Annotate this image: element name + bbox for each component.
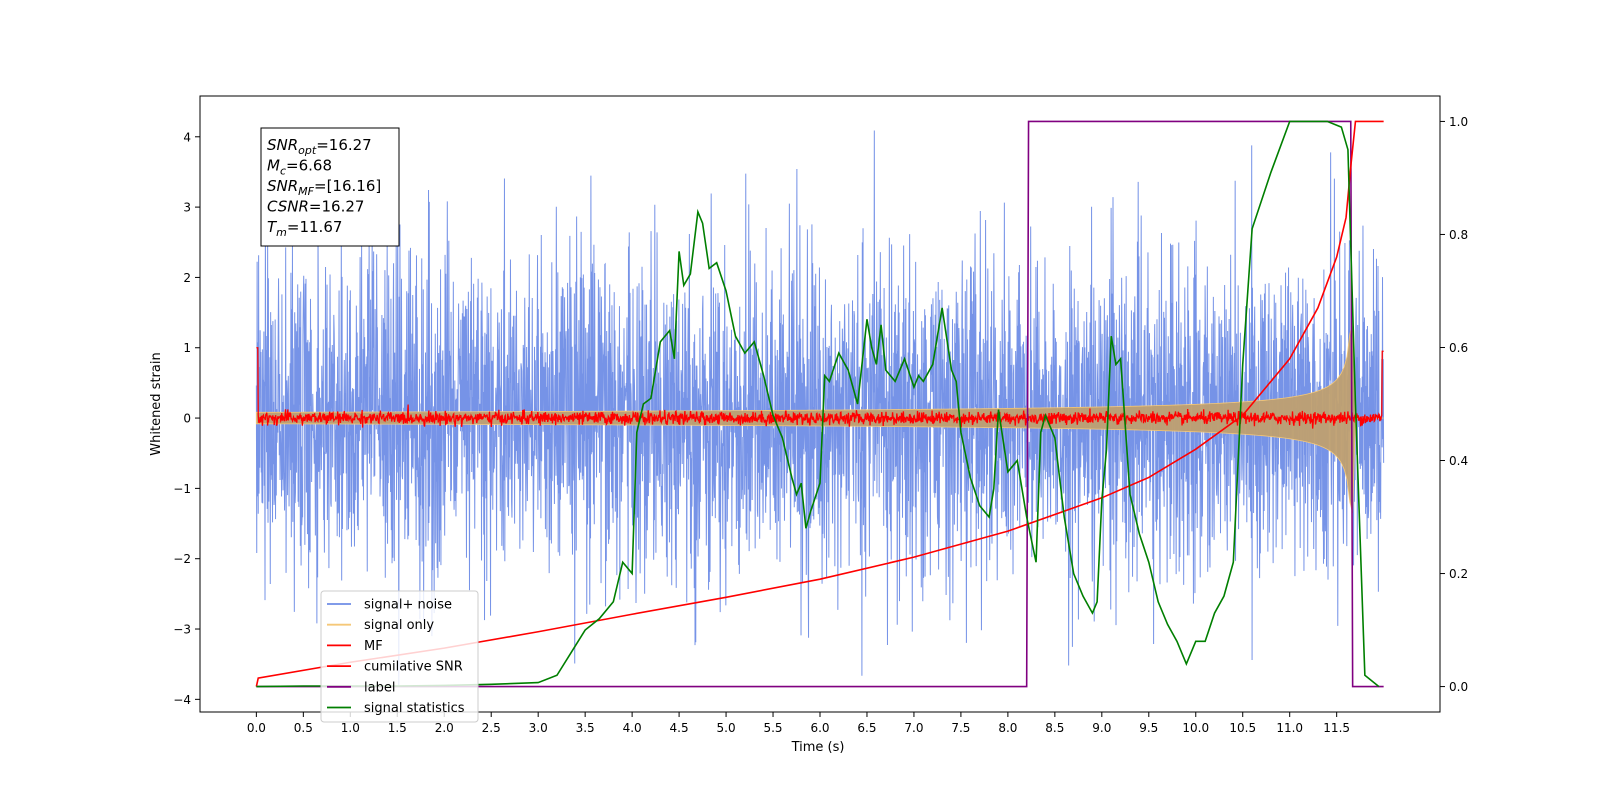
legend-entry: signal only bbox=[364, 618, 434, 633]
x-tick-label: 5.0 bbox=[717, 721, 736, 735]
x-tick-label: 2.0 bbox=[435, 721, 454, 735]
x-tick-label: 10.0 bbox=[1182, 721, 1209, 735]
x-tick-label: 9.5 bbox=[1139, 721, 1158, 735]
x-tick-label: 0.5 bbox=[294, 721, 313, 735]
y2-tick-label: 1.0 bbox=[1449, 115, 1468, 129]
x-tick-label: 11.0 bbox=[1276, 721, 1303, 735]
y2-tick-label: 0.6 bbox=[1449, 341, 1468, 355]
y-tick-label: 4 bbox=[183, 130, 191, 144]
x-tick-label: 11.5 bbox=[1323, 721, 1350, 735]
y-axis-label: Whitened strain bbox=[149, 352, 164, 455]
y-tick-label: 1 bbox=[183, 341, 191, 355]
y-tick-label: −4 bbox=[173, 693, 191, 707]
legend-entry: cumilative SNR bbox=[364, 660, 463, 675]
series-mf bbox=[256, 347, 1384, 429]
y2-tick-label: 0.2 bbox=[1449, 567, 1468, 581]
x-tick-label: 4.5 bbox=[670, 721, 689, 735]
x-tick-label: 2.5 bbox=[482, 721, 501, 735]
y2-tick-label: 0.0 bbox=[1449, 680, 1468, 694]
x-tick-label: 4.0 bbox=[623, 721, 642, 735]
y2-tick-label: 0.4 bbox=[1449, 454, 1468, 468]
x-tick-label: 7.5 bbox=[951, 721, 970, 735]
x-tick-label: 6.5 bbox=[857, 721, 876, 735]
legend-entry: label bbox=[364, 680, 395, 695]
annotation-line: CSNR=16.27 bbox=[267, 198, 364, 216]
x-tick-label: 7.0 bbox=[904, 721, 923, 735]
x-tick-label: 8.0 bbox=[998, 721, 1017, 735]
x-axis-label: Time (s) bbox=[791, 740, 845, 755]
x-tick-label: 3.0 bbox=[529, 721, 548, 735]
x-tick-label: 1.0 bbox=[341, 721, 360, 735]
legend-entry: signal statistics bbox=[364, 701, 465, 716]
annotation-line: SNRopt=16.27 bbox=[267, 136, 372, 157]
series-label bbox=[256, 120, 1384, 688]
y-tick-label: −2 bbox=[173, 552, 191, 566]
y-tick-label: 0 bbox=[183, 412, 191, 426]
annotation-line: Mc=6.68 bbox=[267, 157, 332, 178]
legend: signal+ noise signal only MF cumilative SNR… bbox=[320, 590, 479, 723]
y-tick-label: 2 bbox=[183, 271, 191, 285]
x-tick-label: 0.0 bbox=[247, 721, 266, 735]
series-signal-statistics bbox=[256, 120, 1380, 688]
x-tick-label: 10.5 bbox=[1229, 721, 1256, 735]
legend-entry: MF bbox=[364, 639, 383, 654]
x-tick-label: 8.5 bbox=[1045, 721, 1064, 735]
series-signal-only bbox=[255, 323, 1384, 514]
y-tick-label: −1 bbox=[173, 482, 191, 496]
annotation-line: SNRMF=[16.16] bbox=[267, 177, 381, 198]
x-tick-label: 1.5 bbox=[388, 721, 407, 735]
legend-entry: signal+ noise bbox=[364, 598, 452, 613]
x-tick-label: 9.0 bbox=[1092, 721, 1111, 735]
x-tick-label: 5.5 bbox=[763, 721, 782, 735]
y-tick-label: 3 bbox=[183, 201, 191, 215]
parameter-annotation-box: SNRopt=16.27Mc=6.68SNRMF=[16.16]CSNR=16.… bbox=[260, 127, 400, 247]
y2-tick-label: 0.8 bbox=[1449, 228, 1468, 242]
y-tick-label: −3 bbox=[173, 623, 191, 637]
x-tick-label: 3.5 bbox=[576, 721, 595, 735]
annotation-line: Tm=11.67 bbox=[267, 218, 342, 239]
x-tick-label: 6.0 bbox=[810, 721, 829, 735]
